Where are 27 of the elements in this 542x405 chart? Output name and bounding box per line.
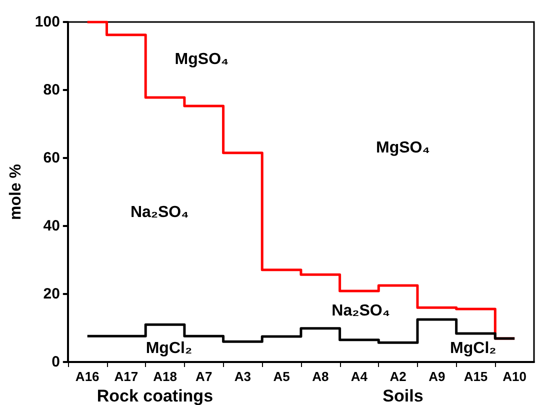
x-tick-label: A5: [273, 369, 290, 384]
annotation: Na₂SO₄: [332, 302, 390, 320]
annotation: MgSO₄: [174, 50, 229, 68]
x-tick-label: A9: [428, 369, 446, 384]
y-tick-label: 20: [43, 286, 60, 302]
y-tick-label: 60: [43, 150, 60, 166]
x-tick-label: A4: [350, 369, 368, 384]
annotation: MgSO₄: [376, 139, 430, 156]
x-tick-label: A16: [75, 369, 100, 384]
annotation: Na₂SO₄: [130, 204, 189, 221]
x-tick-label: A18: [153, 369, 177, 384]
text: Soils: [382, 386, 424, 405]
x-tick-label: A7: [196, 369, 212, 384]
annotation: MgCl₂: [450, 340, 496, 357]
x-tick-label: A17: [114, 369, 138, 384]
y-tick-label: 0: [52, 354, 60, 370]
y-axis-title: mole %: [8, 164, 24, 220]
x-tick-label: A15: [464, 369, 488, 384]
y-tick-label: 80: [43, 82, 60, 98]
y-tick-label: 40: [43, 218, 60, 234]
y-tick-label: 100: [34, 14, 60, 30]
x-tick-label: A10: [502, 369, 527, 384]
annotation: MgCl₂: [146, 340, 192, 357]
text: Rock coatings: [96, 386, 214, 405]
x-tick-label: A2: [390, 369, 406, 384]
x-tick-label: A8: [312, 369, 329, 384]
x-tick-label: A3: [234, 369, 252, 384]
